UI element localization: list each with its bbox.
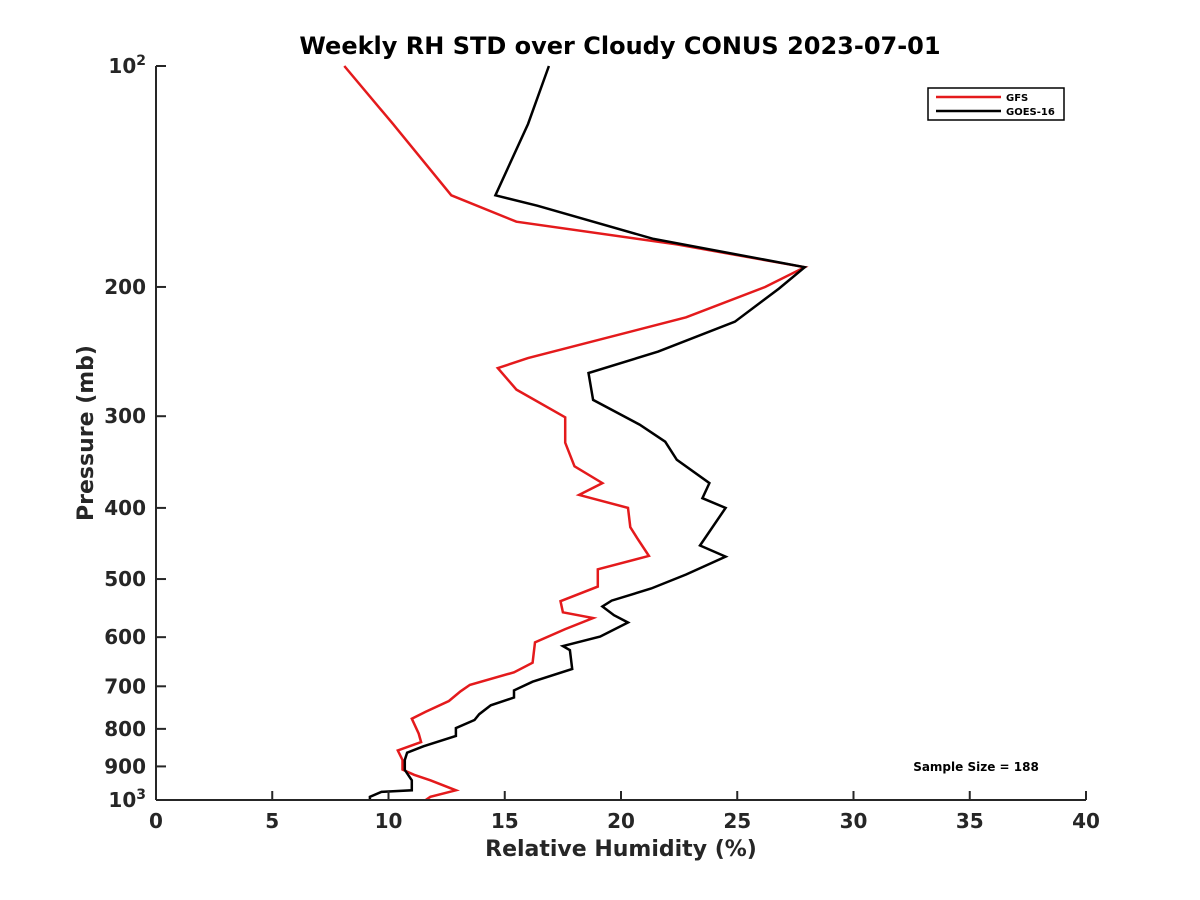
y-tick-label: 700	[104, 674, 146, 698]
legend-label-goes-16: GOES-16	[1006, 107, 1055, 118]
series-line-gfs	[343, 65, 809, 802]
x-tick-label: 10	[375, 809, 403, 833]
y-tick-label: 102	[108, 53, 146, 78]
x-tick-label: 25	[723, 809, 751, 833]
y-axis-ticks: 102 200 300 400 500 600 700 800 900 103	[104, 53, 166, 812]
y-tick-label: 200	[104, 275, 146, 299]
x-tick-label: 5	[265, 809, 279, 833]
sample-size-annotation: Sample Size = 188	[913, 760, 1039, 774]
plot-area: 0 5 10 15 20 25 30 35 40 102 200 300 400 500 600 700 80…	[104, 53, 1100, 833]
x-tick-label: 30	[840, 809, 868, 833]
x-tick-label: 40	[1072, 809, 1100, 833]
y-tick-label: 400	[104, 496, 146, 520]
y-tick-label: 600	[104, 625, 146, 649]
x-tick-label: 15	[491, 809, 519, 833]
x-tick-label: 35	[956, 809, 984, 833]
series-layer	[343, 65, 809, 802]
legend-box	[927, 87, 1065, 121]
y-axis-label: Pressure (mb)	[74, 345, 99, 521]
y-tick-label: 900	[104, 754, 146, 778]
x-tick-label: 0	[149, 809, 163, 833]
legend-label-gfs: GFS	[1006, 93, 1028, 104]
x-axis-ticks: 0 5 10 15 20 25 30 35 40	[149, 791, 1100, 833]
y-tick-label: 500	[104, 567, 146, 591]
y-tick-label: 800	[104, 717, 146, 741]
series-line-goes-16	[368, 65, 808, 800]
legend: GFS GOES-16	[927, 87, 1065, 121]
x-tick-label: 20	[607, 809, 635, 833]
y-tick-label: 300	[104, 404, 146, 428]
y-tick-label: 103	[108, 787, 146, 812]
chart-title: Weekly RH STD over Cloudy CONUS 2023-07-…	[299, 32, 940, 60]
x-axis-label: Relative Humidity (%)	[485, 837, 757, 862]
